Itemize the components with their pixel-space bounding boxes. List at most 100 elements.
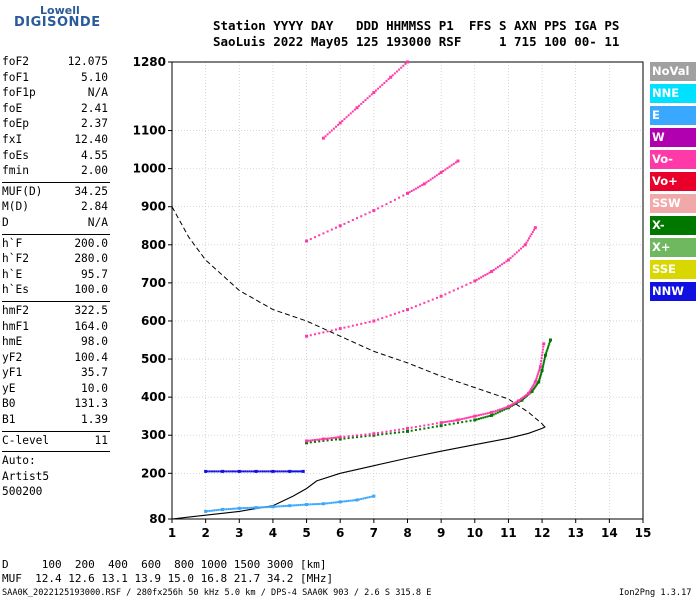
- data-point: [311, 439, 314, 442]
- data-point: [475, 414, 478, 417]
- param-value: 12.40: [74, 132, 108, 146]
- param-row: h`F2 280.0: [2, 252, 108, 268]
- data-point: [541, 367, 544, 370]
- param-row: h`F 200.0: [2, 237, 108, 253]
- data-point: [229, 470, 232, 473]
- divider: [2, 181, 110, 183]
- data-point: [358, 104, 361, 107]
- data-point: [261, 506, 264, 509]
- data-point: [393, 429, 396, 432]
- data-point: [471, 415, 474, 418]
- data-point: [261, 470, 264, 473]
- data-point: [250, 470, 253, 473]
- param-row: hmF1 164.0: [2, 320, 108, 336]
- data-point: [298, 470, 301, 473]
- data-point: [543, 359, 546, 362]
- data-point: [349, 499, 352, 502]
- data-point: [381, 433, 384, 436]
- y-tick-label: 80: [149, 512, 166, 526]
- data-point: [520, 398, 524, 402]
- data-point: [532, 388, 535, 391]
- data-point: [529, 235, 532, 238]
- data-point: [496, 266, 499, 269]
- data-point: [515, 251, 518, 254]
- data-point: [414, 305, 417, 308]
- data-point: [410, 426, 413, 429]
- x-tick-label: 13: [567, 526, 584, 540]
- data-point: [377, 87, 380, 90]
- data-point: [265, 506, 268, 509]
- data-point: [486, 412, 489, 415]
- data-point: [353, 108, 356, 111]
- data-point: [254, 469, 258, 473]
- data-point: [263, 470, 266, 473]
- data-point: [404, 62, 407, 65]
- param-name: M(D): [2, 200, 29, 214]
- data-point: [318, 234, 321, 237]
- param-name: foEp: [2, 117, 29, 131]
- data-point: [419, 303, 422, 306]
- legend-item: W: [650, 128, 696, 147]
- data-point: [358, 498, 361, 501]
- data-point: [541, 354, 544, 357]
- data-point: [364, 497, 367, 500]
- data-point: [282, 505, 285, 508]
- data-point: [537, 380, 541, 384]
- data-point: [473, 418, 477, 422]
- param-value: 322.5: [74, 303, 108, 317]
- data-point: [538, 369, 541, 372]
- data-point: [431, 423, 434, 426]
- x-tick-label: 9: [437, 526, 445, 540]
- data-point: [338, 121, 342, 125]
- data-point: [513, 253, 516, 256]
- data-point: [372, 494, 376, 498]
- param-name: foE: [2, 101, 23, 115]
- x-tick-label: 11: [500, 526, 517, 540]
- data-point: [337, 436, 340, 439]
- data-point: [204, 509, 208, 513]
- param-group-profile: hmF2 322.5 hmF1 164.0 hmE 98.0 yF2 100.4 yF1 35.7…: [2, 304, 108, 429]
- data-point: [540, 357, 543, 360]
- data-point: [490, 269, 494, 273]
- data-point: [467, 416, 470, 419]
- divider: [2, 451, 110, 453]
- data-point: [305, 439, 309, 443]
- data-point: [326, 439, 329, 442]
- data-point: [322, 331, 325, 334]
- data-point: [240, 470, 243, 473]
- data-point: [419, 185, 422, 188]
- logo-lowell: Lowell: [40, 4, 80, 17]
- param-value: 12.075: [67, 55, 108, 68]
- data-point: [540, 372, 543, 375]
- data-point: [419, 428, 422, 431]
- data-point: [372, 432, 376, 436]
- param-group-virtual-heights: h`F 200.0 h`F2 280.0 h`E 95.7 h`Es 100.0: [2, 237, 108, 299]
- data-point: [213, 509, 216, 512]
- data-point: [546, 348, 549, 351]
- data-point: [343, 118, 346, 121]
- muf-row: MUF 12.4 12.6 13.1 13.9 15.0 16.8 21.7 3…: [2, 572, 334, 585]
- data-point: [488, 271, 491, 274]
- data-point: [393, 198, 396, 201]
- data-point: [542, 363, 545, 366]
- data-point: [528, 237, 531, 240]
- data-point: [486, 415, 489, 418]
- data-point: [492, 413, 495, 416]
- data-point: [338, 224, 342, 228]
- data-point: [533, 228, 536, 231]
- data-point: [538, 379, 541, 382]
- data-point: [362, 497, 365, 500]
- data-point: [307, 503, 310, 506]
- data-point: [330, 129, 333, 132]
- data-point: [456, 287, 459, 290]
- data-point: [360, 433, 363, 436]
- data-point: [439, 421, 443, 425]
- data-point: [448, 291, 451, 294]
- data-point: [385, 432, 388, 435]
- data-point: [545, 352, 548, 355]
- data-point: [448, 165, 451, 168]
- data-point: [446, 420, 449, 423]
- param-name: yF1: [2, 366, 23, 380]
- data-point: [530, 233, 533, 236]
